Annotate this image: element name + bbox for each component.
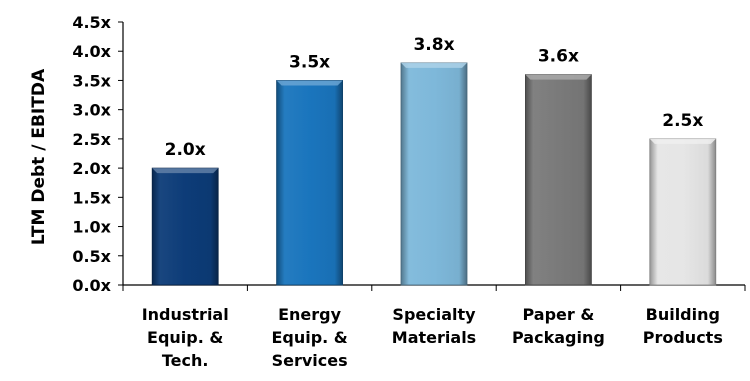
y-axis-title-group: LTM Debt / EBITDA [29,68,49,245]
bar-value-label: 3.8x [413,35,454,55]
y-tick-label: 0.0x [72,276,111,295]
bar [525,74,592,286]
y-axis-title: LTM Debt / EBITDA [29,68,49,245]
y-tick-label: 1.0x [72,218,111,237]
bar-value-label: 2.0x [165,140,206,160]
y-axis-ticks: 0.0x 0.5x 1.0x 1.5x 2.0x 2.5x 3.0x 3.5x 4.0x 4.5x [72,13,123,295]
bar-bevel-top [152,168,219,174]
bar-value-label: 3.6x [538,47,579,67]
bar-value-label: 2.5x [662,111,703,131]
bar [151,167,219,286]
value-labels: 2.0x 3.5x 3.8x 3.6x 2.5x [165,35,704,160]
bar-value-label: 3.5x [289,52,330,72]
y-tick-label: 4.0x [72,42,111,61]
x-category-label: Paper & Packaging [512,305,605,347]
y-tick-label: 0.5x [72,247,111,266]
x-category-label: Building Products [643,305,723,347]
y-tick-label: 2.0x [72,159,111,178]
bar-bevel-top [401,62,467,68]
bar [400,62,468,286]
x-category-label: Industrial Equip. & Tech. [142,305,229,370]
bar-bevel-top [525,74,592,80]
bar-bevel-top [276,80,343,86]
x-category-label: Energy Equip. & Services [271,305,347,370]
bar [649,138,717,286]
category-labels: Industrial Equip. & Tech. Energy Equip. & Ser… [142,305,723,370]
y-tick-label: 3.5x [72,71,111,90]
x-category-label: Specialty Materials [392,305,476,347]
bars [151,62,717,286]
bar [276,80,344,286]
bar-bevel-top [649,138,716,144]
y-tick-label: 2.5x [72,130,111,149]
y-tick-label: 1.5x [72,188,111,207]
y-tick-label: 4.5x [72,13,111,32]
y-tick-label: 3.0x [72,101,111,120]
